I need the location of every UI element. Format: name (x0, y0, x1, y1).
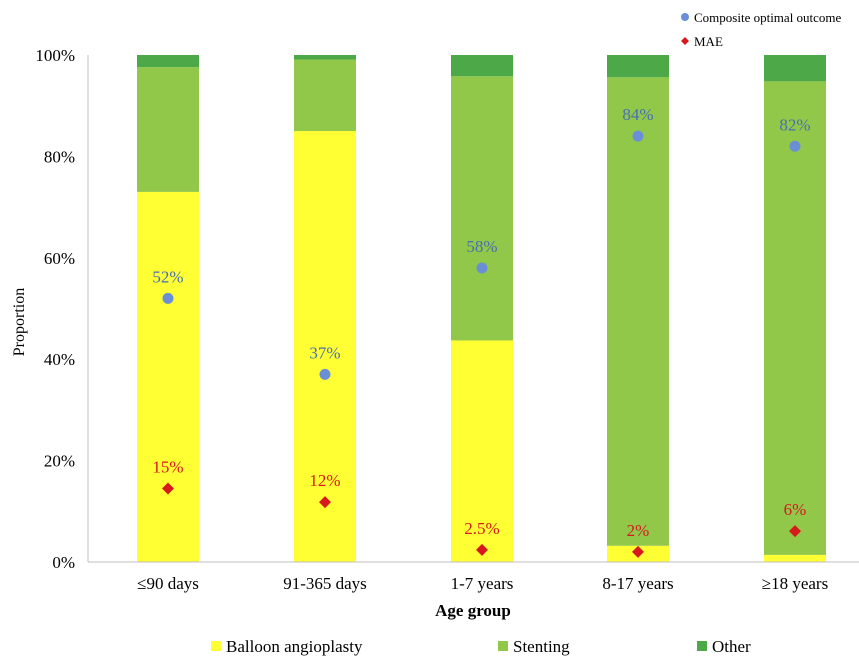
y-tick-label: 40% (44, 350, 75, 369)
composite-outcome-label: 82% (779, 115, 810, 134)
x-tick-label: 91-365 days (283, 574, 367, 593)
legend-label: Stenting (513, 637, 570, 656)
bar-stenting-4 (764, 81, 826, 555)
data-labels: 52% 37% 58% 84% 82% 15% 12% 2.5% 2% 6% (152, 105, 810, 540)
bar-stenting-2 (451, 76, 513, 341)
axes (87, 55, 859, 563)
legend-diamond-marker (681, 37, 689, 45)
composite-outcome-point (319, 368, 331, 380)
legend-label: Balloon angioplasty (226, 637, 363, 656)
mae-label: 2.5% (464, 519, 499, 538)
bar-stenting-1 (294, 59, 356, 132)
bar-stenting-0 (137, 67, 199, 192)
composite-outcome-point (789, 140, 801, 152)
legend-label: MAE (694, 34, 723, 49)
bar-balloon-angioplasty-1 (294, 131, 356, 563)
mae-point (319, 496, 331, 509)
mae-point (789, 525, 801, 538)
legend-swatch (498, 641, 508, 651)
legend-circle-marker (681, 13, 689, 21)
bar-other-0 (137, 55, 199, 68)
composite-outcome-label: 37% (309, 343, 340, 362)
legend-swatch (697, 641, 707, 651)
bar-balloon-angioplasty-0 (137, 191, 199, 562)
mae-label: 12% (309, 471, 340, 490)
y-ticks: 0% 20% 40% 60% 80% 100% (35, 46, 75, 572)
bar-stenting-3 (607, 77, 669, 546)
bars-layer (137, 55, 826, 563)
composite-outcome-point (476, 262, 488, 274)
x-tick-label: 1-7 years (451, 574, 514, 593)
composite-outcome-point (162, 292, 174, 304)
legend-swatch (211, 641, 221, 651)
mae-label: 2% (627, 521, 650, 540)
legend-label: Other (712, 637, 751, 656)
mae-point (162, 482, 174, 495)
bar-other-2 (451, 55, 513, 77)
points-layer (162, 130, 801, 558)
x-tick-label: ≤90 days (137, 574, 199, 593)
y-axis-title: Proportion (11, 288, 28, 356)
x-axis-title: Age group (435, 601, 511, 620)
y-tick-label: 20% (44, 452, 75, 471)
bar-balloon-angioplasty-4 (764, 554, 826, 562)
x-tick-label: ≥18 years (762, 574, 828, 593)
bar-other-1 (294, 55, 356, 60)
composite-outcome-label: 84% (622, 105, 653, 124)
y-tick-label: 60% (44, 249, 75, 268)
bar-balloon-angioplasty-2 (451, 340, 513, 562)
composite-outcome-label: 58% (466, 237, 497, 256)
composite-outcome-point (632, 130, 644, 142)
mae-point (476, 543, 488, 556)
legend-bottom: Balloon angioplasty Stenting Other (211, 637, 751, 656)
mae-label: 6% (784, 500, 807, 519)
y-tick-label: 80% (44, 147, 75, 166)
composite-outcome-label: 52% (152, 267, 183, 286)
mae-label: 15% (152, 457, 183, 476)
legend-label: Composite optimal outcome (694, 10, 842, 25)
y-tick-label: 100% (35, 46, 75, 65)
bar-other-3 (607, 55, 669, 78)
y-tick-label: 0% (52, 553, 75, 572)
x-tick-label: 8-17 years (602, 574, 673, 593)
mae-point (632, 545, 644, 558)
x-ticks: ≤90 days 91-365 days 1-7 years 8-17 years ≥1… (137, 574, 828, 593)
legend-top: Composite optimal outcome MAE (681, 10, 842, 49)
bar-other-4 (764, 55, 826, 82)
